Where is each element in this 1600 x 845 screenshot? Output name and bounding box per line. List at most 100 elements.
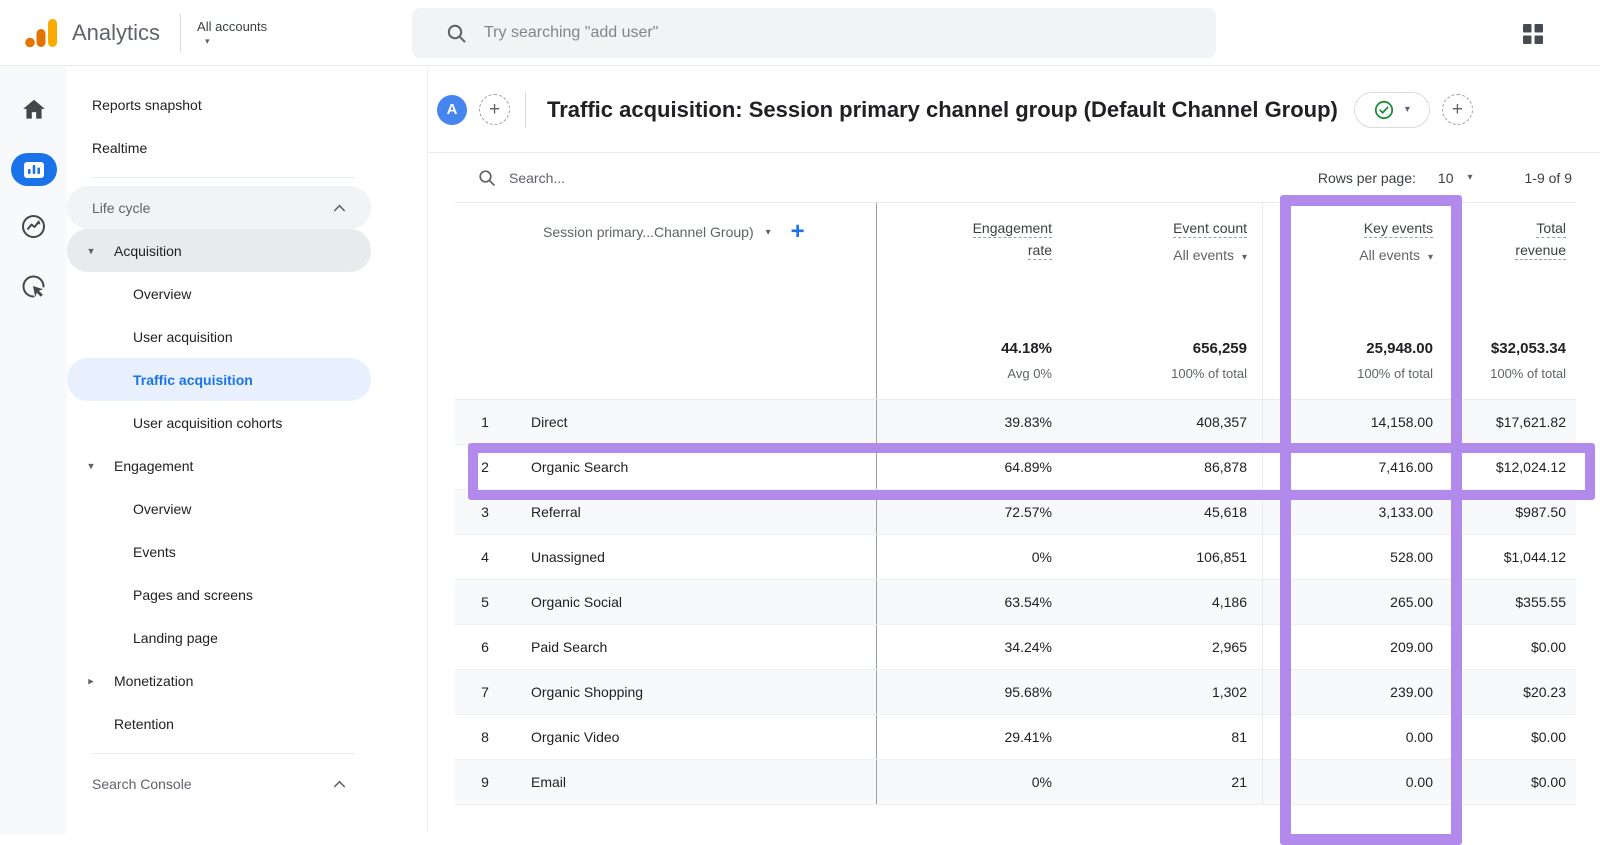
page-title: Traffic acquisition: Session primary cha…	[547, 96, 1338, 122]
sidebar-item-realtime[interactable]: Realtime	[67, 126, 371, 169]
event-selector-dropdown[interactable]: All events ▾	[1173, 247, 1247, 263]
sidebar-item-label: Events	[133, 543, 176, 560]
column-header-engagement-rate[interactable]: Engagement rate	[877, 203, 1067, 318]
totals-cell: 25,948.00 100% of total	[1262, 318, 1457, 399]
totals-cell: 656,259 100% of total	[1067, 318, 1262, 399]
sidebar-item-label: Search Console	[92, 775, 192, 792]
sidebar-item-pages-and-screens[interactable]: Pages and screens	[67, 573, 371, 616]
table-row-direct[interactable]: 1 Direct 39.83% 408,357 14,158.00 $17,621.82	[455, 400, 1576, 445]
table-row-email[interactable]: 9 Email 0% 21 0.00 $0.00	[455, 760, 1576, 805]
report-status-button[interactable]: ▾	[1353, 91, 1430, 128]
cell-value: 0.00	[1262, 715, 1457, 759]
cell-value: 86,878	[1204, 459, 1247, 475]
reports-icon[interactable]	[0, 153, 67, 186]
sidebar-item-traffic-acquisition[interactable]: Traffic acquisition	[67, 358, 371, 401]
explore-icon[interactable]	[0, 213, 67, 240]
sidebar-item-retention[interactable]: Retention	[67, 702, 371, 745]
sidebar-item-label: Overview	[133, 285, 192, 302]
table-row-unassigned[interactable]: 4 Unassigned 0% 106,851 528.00 $1,044.12	[455, 535, 1576, 580]
rows-per-page-dropdown-icon[interactable]: ▾	[1467, 172, 1473, 183]
row-number: 4	[481, 549, 489, 565]
metric-title[interactable]: Total	[1536, 220, 1566, 238]
avatar[interactable]: A	[437, 94, 467, 125]
table-row-organic-social[interactable]: 5 Organic Social 63.54% 4,186 265.00 $355.55	[455, 580, 1576, 625]
search-icon	[447, 24, 466, 42]
cell-value: $12,024.12	[1457, 445, 1576, 489]
chevron-up-icon[interactable]	[333, 779, 346, 788]
sidebar-item-label: Realtime	[92, 139, 148, 156]
expand-arrow-icon[interactable]: ▸	[88, 675, 94, 687]
table-row-organic-shopping[interactable]: 7 Organic Shopping 95.68% 1,302 239.00 $20.23	[455, 670, 1576, 715]
sidebar-item-landing-page[interactable]: Landing page	[67, 616, 371, 659]
chevron-down-icon[interactable]: ▾	[765, 227, 771, 238]
sidebar-divider	[92, 753, 355, 754]
rows-per-page-value[interactable]: 10	[1437, 169, 1454, 186]
chevron-up-icon[interactable]	[333, 203, 346, 212]
sidebar-item-label: Acquisition	[114, 242, 182, 259]
cell-value: 81	[1231, 729, 1247, 745]
table-row-referral[interactable]: 3 Referral 72.57% 45,618 3,133.00 $987.50	[455, 490, 1576, 535]
table-row-organic-search[interactable]: 2 Organic Search 64.89% 86,878 7,416.00 $12,0…	[455, 445, 1576, 490]
cell-value: 39.83%	[1004, 414, 1052, 430]
dimension-column-header[interactable]: Session primary...Channel Group) ▾ +	[455, 203, 877, 318]
sidebar-item-engagement[interactable]: ▾ Engagement	[67, 444, 371, 487]
sidebar-item-life-cycle[interactable]: Life cycle	[67, 186, 371, 229]
channel-name: Direct	[515, 400, 877, 444]
metric-title[interactable]: Engagement	[972, 220, 1052, 238]
add-comparison-button[interactable]: +	[479, 94, 510, 125]
event-selector-dropdown[interactable]: All events ▾	[1359, 247, 1433, 263]
customize-report-button[interactable]: +	[1441, 94, 1473, 125]
channel-name: Organic Search	[515, 445, 877, 489]
cell-value: 408,357	[1196, 414, 1247, 430]
reports-active-pill	[10, 153, 57, 186]
sidebar-item-overview[interactable]: Overview	[67, 487, 371, 530]
metric-title[interactable]: Key events	[1363, 220, 1433, 238]
column-header-key-events[interactable]: Key events All events ▾	[1262, 203, 1457, 318]
channel-name: Referral	[515, 490, 877, 534]
sidebar-item-user-acquisition-cohorts[interactable]: User acquisition cohorts	[67, 401, 371, 444]
column-header-total-revenue[interactable]: Total revenue	[1457, 203, 1576, 318]
row-number: 8	[481, 729, 489, 745]
table-row-paid-search[interactable]: 6 Paid Search 34.24% 2,965 209.00 $0.00	[455, 625, 1576, 670]
sidebar-item-user-acquisition[interactable]: User acquisition	[67, 315, 371, 358]
sidebar-item-overview[interactable]: Overview	[67, 272, 371, 315]
home-icon[interactable]	[0, 97, 67, 123]
cell-value: 1,302	[1211, 684, 1247, 700]
add-dimension-button[interactable]: +	[790, 218, 805, 245]
sidebar-item-reports-snapshot[interactable]: Reports snapshot	[67, 83, 371, 126]
cell-value: 7,416.00	[1262, 445, 1457, 489]
metric-title[interactable]: rate	[1027, 242, 1052, 260]
sidebar-item-monetization[interactable]: ▸ Monetization	[67, 659, 371, 702]
sidebar-item-events[interactable]: Events	[67, 530, 371, 573]
product-name: Analytics	[72, 19, 161, 45]
collapse-arrow-icon[interactable]: ▾	[88, 460, 94, 472]
metric-title[interactable]: Event count	[1173, 220, 1247, 238]
advertising-icon[interactable]	[0, 273, 67, 300]
global-search[interactable]	[412, 8, 1216, 58]
cell-value: 265.00	[1262, 580, 1457, 624]
table-controls: Rows per page: 10 ▾ 1-9 of 9	[428, 153, 1600, 202]
metric-title[interactable]: revenue	[1515, 242, 1566, 260]
sidebar-item-search-console[interactable]: Search Console	[67, 762, 371, 805]
table-totals-row: 44.18% Avg 0% 656,259 100% of total 25,948.0…	[455, 318, 1576, 400]
cell-value: $0.00	[1457, 715, 1576, 759]
table-search-input[interactable]	[509, 169, 709, 186]
table-header-row: Session primary...Channel Group) ▾ + Eng…	[455, 203, 1576, 318]
apps-grid-icon[interactable]	[1520, 20, 1546, 51]
table-row-organic-video[interactable]: 8 Organic Video 29.41% 81 0.00 $0.00	[455, 715, 1576, 760]
channel-name: Organic Video	[515, 715, 877, 759]
column-header-event-count[interactable]: Event count All events ▾	[1067, 203, 1262, 318]
cell-value: 106,851	[1196, 549, 1247, 565]
table-search-icon[interactable]	[478, 169, 496, 187]
account-switcher[interactable]: All accounts ▾	[197, 19, 267, 47]
totals-subtext: 100% of total	[1171, 366, 1247, 381]
analytics-logo-icon	[25, 17, 58, 49]
collapse-arrow-icon[interactable]: ▾	[88, 245, 94, 257]
cell-value: $20.23	[1457, 670, 1576, 714]
cell-value: 45,618	[1204, 504, 1247, 520]
dimension-header-label[interactable]: Session primary...Channel Group)	[543, 224, 754, 240]
check-circle-icon	[1374, 100, 1393, 119]
sidebar-item-acquisition[interactable]: ▾ Acquisition	[67, 229, 371, 272]
global-search-input[interactable]	[484, 24, 1084, 42]
channel-name: Organic Shopping	[515, 670, 877, 714]
